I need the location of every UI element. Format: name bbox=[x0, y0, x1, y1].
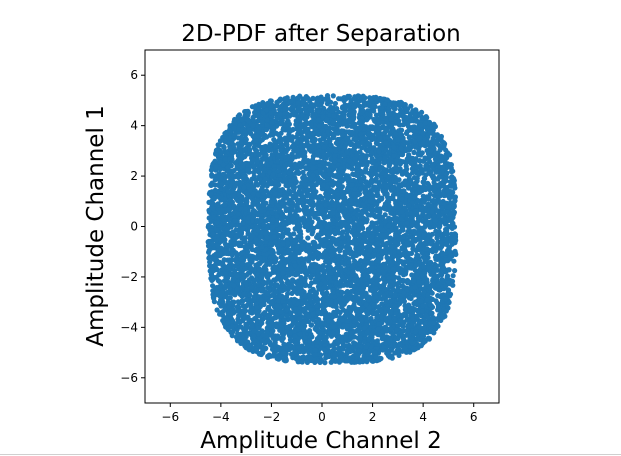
scatter-point bbox=[307, 107, 313, 113]
scatter-point bbox=[302, 142, 308, 149]
scatter-point bbox=[257, 255, 263, 261]
scatter-point bbox=[444, 273, 451, 279]
scatter-point bbox=[296, 184, 303, 190]
scatter-point bbox=[300, 169, 306, 175]
scatter-point bbox=[265, 193, 272, 199]
scatter-point bbox=[286, 188, 292, 194]
scatter-point bbox=[305, 235, 311, 241]
scatter-point bbox=[420, 193, 426, 199]
scatter-point bbox=[405, 318, 412, 324]
scatter-point bbox=[426, 119, 433, 125]
scatter-point bbox=[352, 197, 358, 203]
scatter-point bbox=[206, 249, 212, 255]
scatter-point bbox=[209, 173, 215, 179]
scatter-point bbox=[212, 187, 218, 193]
scatter-point bbox=[221, 257, 227, 263]
plot-area bbox=[144, 49, 500, 404]
scatter-point bbox=[292, 272, 299, 278]
scatter-point bbox=[378, 308, 384, 314]
scatter-point bbox=[434, 263, 440, 269]
scatter-point bbox=[371, 116, 377, 123]
scatter-point bbox=[361, 195, 367, 202]
scatter-point bbox=[419, 115, 425, 121]
scatter-point bbox=[305, 158, 311, 164]
scatter-points bbox=[205, 93, 459, 366]
scatter-point bbox=[372, 201, 379, 207]
scatter-point bbox=[290, 277, 296, 283]
scatter-point bbox=[371, 187, 377, 193]
scatter-point bbox=[375, 141, 381, 147]
scatter-point bbox=[328, 359, 334, 365]
scatter-point bbox=[235, 113, 241, 120]
scatter-point bbox=[321, 307, 327, 314]
scatter-point bbox=[333, 298, 339, 304]
scatter-point bbox=[415, 224, 421, 230]
scatter-point bbox=[360, 202, 366, 208]
scatter-point bbox=[421, 175, 427, 181]
scatter-point bbox=[269, 104, 275, 110]
scatter-point bbox=[363, 180, 370, 186]
scatter-point bbox=[400, 234, 406, 240]
scatter-point bbox=[303, 166, 309, 172]
scatter-point bbox=[332, 358, 339, 364]
scatter-point bbox=[308, 322, 314, 328]
scatter-point bbox=[280, 233, 286, 239]
scatter-point bbox=[451, 258, 457, 264]
scatter-point bbox=[364, 281, 370, 288]
scatter-point bbox=[396, 352, 402, 358]
scatter-point bbox=[255, 202, 261, 208]
scatter-point bbox=[247, 187, 253, 194]
scatter-point bbox=[450, 168, 456, 174]
scatter-point bbox=[277, 327, 283, 333]
scatter-point bbox=[417, 214, 423, 220]
scatter-point bbox=[427, 224, 433, 230]
scatter-point bbox=[386, 163, 392, 169]
scatter-point bbox=[399, 127, 405, 133]
scatter-point bbox=[451, 236, 458, 242]
scatter-point bbox=[214, 202, 220, 208]
scatter-point bbox=[335, 136, 341, 142]
scatter-point bbox=[297, 93, 303, 99]
scatter-point bbox=[247, 141, 253, 147]
scatter-point bbox=[275, 158, 281, 165]
scatter-point bbox=[450, 273, 456, 279]
scatter-point bbox=[350, 171, 356, 177]
scatter-point bbox=[304, 271, 310, 278]
scatter-point bbox=[406, 295, 412, 301]
scatter-point bbox=[243, 296, 250, 303]
scatter-point bbox=[330, 93, 336, 99]
scatter-point bbox=[260, 201, 266, 208]
scatter-point bbox=[408, 250, 415, 256]
scatter-point bbox=[368, 315, 374, 322]
scatter-point bbox=[351, 340, 357, 346]
scatter-point bbox=[379, 301, 385, 307]
scatter-point bbox=[237, 318, 243, 325]
chart-title: 2D-PDF after Separation bbox=[181, 21, 461, 47]
